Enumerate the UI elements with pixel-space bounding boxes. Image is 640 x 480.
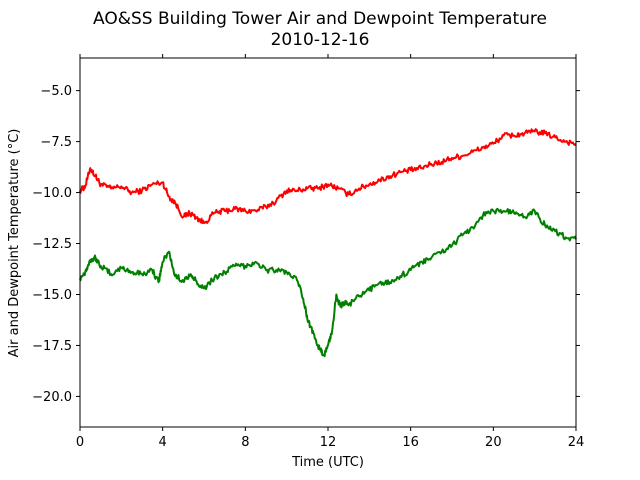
x-tick-label: 4	[159, 435, 167, 450]
series-line-2	[79, 207, 577, 358]
x-tick-label: 12	[320, 435, 337, 450]
y-axis: −20.0 −17.5 −15.0 −12.5 −10.0 −7.5 −5.0	[32, 84, 580, 405]
y-tick-label: −7.5	[40, 135, 72, 150]
y-tick-label: −15.0	[32, 288, 72, 303]
x-tick-label: 16	[402, 435, 419, 450]
x-axis: 0 4 8 12 16 20 24	[76, 54, 584, 450]
x-tick-label: 8	[241, 435, 249, 450]
y-tick-label: −20.0	[32, 390, 72, 405]
x-tick-label: 0	[76, 435, 84, 450]
y-axis-label: Air and Dewpoint Temperature (°C)	[7, 129, 22, 358]
y-tick-label: −5.0	[40, 84, 72, 99]
y-tick-label: −10.0	[32, 186, 72, 201]
chart-subtitle: 2010-12-16	[271, 30, 370, 50]
y-tick-label: −12.5	[32, 237, 72, 252]
series-line-1	[79, 128, 577, 225]
chart-title: AO&SS Building Tower Air and Dewpoint Te…	[93, 9, 547, 29]
x-tick-label: 24	[568, 435, 585, 450]
plot-frame	[79, 57, 577, 428]
series-layer	[79, 128, 577, 358]
y-tick-label: −17.5	[32, 339, 72, 354]
x-axis-label: Time (UTC)	[291, 455, 364, 470]
x-tick-label: 20	[485, 435, 502, 450]
